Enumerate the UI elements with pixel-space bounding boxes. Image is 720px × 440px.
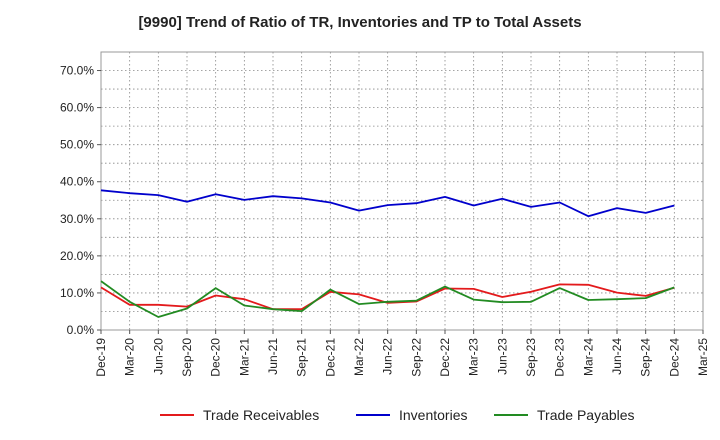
y-tick-label: 70.0% [60,64,94,78]
x-tick-label: Mar-22 [352,338,366,376]
y-tick-label: 60.0% [60,101,94,115]
x-tick-label: Sep-20 [180,338,194,377]
x-tick-label: Dec-23 [553,338,567,377]
x-tick-label: Mar-21 [237,338,251,376]
x-tick-label: Mar-24 [581,338,595,376]
x-axis: Dec-19 Mar-20 Jun-20 Sep-20 Dec-20 Mar-21 Jun-… [94,330,710,377]
y-tick-label: 10.0% [60,286,94,300]
y-axis: 0.0% 10.0% 20.0% 30.0% 40.0% 50.0% 60.0% 70.0% [60,64,101,337]
legend-label: Trade Payables [537,407,635,423]
series-line-inventories [100,189,675,218]
x-tick-label: Dec-21 [323,338,337,377]
x-tick-label: Jun-23 [495,338,509,375]
plot-area-frame [100,51,704,331]
x-tick-label: Sep-23 [524,338,538,377]
legend-label: Inventories [399,407,467,423]
series-line-trade-payables [100,280,675,318]
legend: Trade Receivables Inventories Trade Payabl… [160,407,635,423]
x-tick-label: Dec-22 [438,338,452,377]
x-tick-label: Mar-25 [696,338,710,376]
x-tick-label: Mar-20 [123,338,137,376]
y-tick-label: 30.0% [60,212,94,226]
x-tick-label: Dec-24 [667,338,681,377]
y-tick-label: 0.0% [67,323,95,337]
y-tick-label: 20.0% [60,249,94,263]
y-tick-label: 50.0% [60,138,94,152]
grid-layer [100,51,704,330]
x-tick-label: Mar-23 [467,338,481,376]
x-tick-label: Sep-21 [295,338,309,377]
chart-title: [9990] Trend of Ratio of TR, Inventories… [138,14,582,31]
y-tick-label: 40.0% [60,175,94,189]
series-layer [100,189,675,318]
x-tick-label: Jun-21 [266,338,280,375]
legend-label: Trade Receivables [203,407,319,423]
series-line-trade-receivables [100,283,675,311]
x-tick-label: Jun-22 [381,338,395,375]
x-tick-label: Sep-22 [409,338,423,377]
x-tick-label: Jun-20 [151,338,165,375]
x-tick-label: Dec-20 [209,338,223,377]
x-tick-label: Dec-19 [94,338,108,377]
x-tick-label: Sep-24 [639,338,653,377]
x-tick-label: Jun-24 [610,338,624,375]
